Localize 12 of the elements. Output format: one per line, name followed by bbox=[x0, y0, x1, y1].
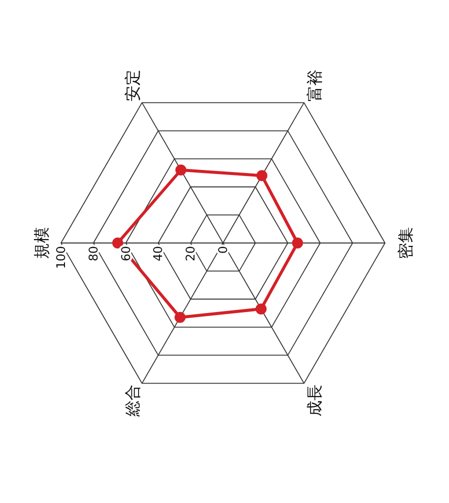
spoke-label: 規模 bbox=[32, 227, 51, 259]
y-tick-label: 60 bbox=[118, 246, 133, 262]
spoke-label: 安定 bbox=[123, 69, 142, 102]
spoke-label: 密集 bbox=[396, 227, 415, 259]
y-tick-label: 40 bbox=[151, 246, 166, 262]
y-tick-label: 20 bbox=[184, 246, 198, 262]
spoke-label: 総合 bbox=[123, 384, 142, 418]
spoke-label: 成長 bbox=[305, 384, 324, 417]
y-tick-label: 100 bbox=[54, 246, 68, 269]
y-tick-label: 80 bbox=[86, 246, 100, 262]
spoke-label: 富裕 bbox=[305, 69, 324, 102]
y-tick-label: 0 bbox=[216, 246, 230, 254]
